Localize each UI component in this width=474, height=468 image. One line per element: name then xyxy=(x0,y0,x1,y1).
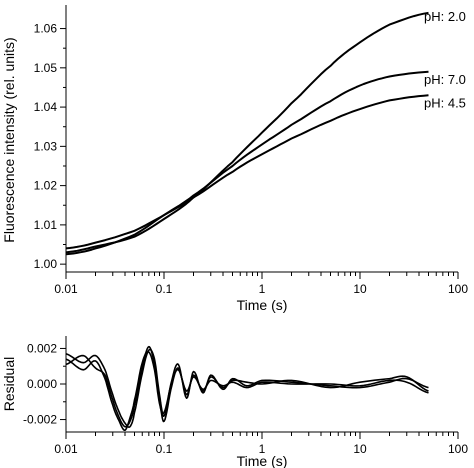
y-tick-label: 1.05 xyxy=(34,61,58,75)
y-tick-label: 1.01 xyxy=(34,218,58,232)
fit-series-line-1 xyxy=(65,11,429,254)
x-tick-label: 10 xyxy=(353,282,367,296)
residual-series-line-3 xyxy=(65,351,429,431)
x-tick-label: 1 xyxy=(259,442,266,456)
residual-x-axis-title: Time (s) xyxy=(237,453,288,468)
y-tick-label: 0.000 xyxy=(27,377,57,391)
fit-series-line-2 xyxy=(65,70,429,256)
fit-x-axis-title: Time (s) xyxy=(237,297,288,313)
fit-x-ticks: 0.01 0.1 1 10 100 xyxy=(54,272,468,296)
y-tick-label: -0.002 xyxy=(23,413,57,427)
x-tick-label: 0.01 xyxy=(54,442,78,456)
x-tick-label: 100 xyxy=(448,442,468,456)
fit-series-labels: pH: 2.0 pH: 7.0 pH: 4.5 xyxy=(424,9,466,110)
y-tick-label: 1.04 xyxy=(34,100,58,114)
x-tick-label: 100 xyxy=(448,282,468,296)
y-tick-label: 1.00 xyxy=(34,257,58,271)
fit-series-line-3 xyxy=(65,94,429,250)
series-label-3: pH: 4.5 xyxy=(424,95,466,110)
y-tick-label: 1.06 xyxy=(34,22,58,36)
fit-panel: 0.01 0.1 1 10 100 1.001.011.021.031.041.051.… xyxy=(1,5,468,313)
fit-y-axis-title: Fluorescence intensity (rel. units) xyxy=(1,37,17,242)
residual-series-marks xyxy=(65,345,429,431)
residual-y-ticks: 0.002 0.000 -0.002 xyxy=(23,341,66,427)
fit-series-marks xyxy=(65,11,429,256)
x-tick-label: 0.1 xyxy=(156,282,173,296)
residual-y-axis-title: Residual xyxy=(1,357,17,411)
y-tick-label: 0.002 xyxy=(27,341,57,355)
y-tick-label: 1.03 xyxy=(34,139,58,153)
fit-y-ticks: 1.00 1.01 1.02 1.03 1.04 1.05 1.06 xyxy=(34,22,66,271)
y-tick-label: 1.02 xyxy=(34,179,58,193)
series-label-2: pH: 7.0 xyxy=(424,72,466,87)
x-tick-label: 10 xyxy=(353,442,367,456)
series-label-1: pH: 2.0 xyxy=(424,9,466,24)
x-tick-label: 0.1 xyxy=(156,442,173,456)
residual-x-ticks: 0.01 0.1 1 10 100 xyxy=(54,432,468,456)
residual-series-line-1 xyxy=(65,348,429,428)
x-tick-label: 1 xyxy=(259,282,266,296)
x-tick-label: 0.01 xyxy=(54,282,78,296)
